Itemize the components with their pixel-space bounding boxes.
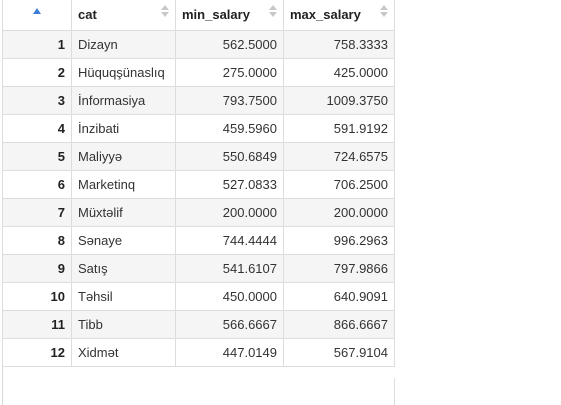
table-row: 6 Marketinq 527.0833 706.2500: [2, 169, 395, 199]
cell-max-salary: 1009.3750: [283, 85, 395, 115]
table-row: 10 Təhsil 450.0000 640.9091: [2, 281, 395, 311]
sort-ascending-icon[interactable]: [33, 8, 41, 14]
cell-min-salary: 275.0000: [175, 57, 284, 87]
row-number: 6: [2, 169, 72, 199]
cell-cat: İnzibati: [71, 113, 176, 143]
table-empty-area: [2, 378, 395, 405]
cell-cat: Təhsil: [71, 281, 176, 311]
cell-cat: Marketinq: [71, 169, 176, 199]
table-row: 1 Dizayn 562.5000 758.3333: [2, 29, 395, 59]
cell-min-salary: 541.6107: [175, 253, 284, 283]
table-row: 3 İnformasiya 793.7500 1009.3750: [2, 85, 395, 115]
cell-max-salary: 200.0000: [283, 197, 395, 227]
cell-cat: Müxtəlif: [71, 197, 176, 227]
cell-cat: İnformasiya: [71, 85, 176, 115]
cell-cat: Satış: [71, 253, 176, 283]
row-number: 3: [2, 85, 72, 115]
cell-cat: Maliyyə: [71, 141, 176, 171]
cell-cat: Tibb: [71, 309, 176, 339]
table-row: 9 Satış 541.6107 797.9866: [2, 253, 395, 283]
row-number: 11: [2, 309, 72, 339]
row-number: 7: [2, 197, 72, 227]
cell-max-salary: 758.3333: [283, 29, 395, 59]
row-number: 9: [2, 253, 72, 283]
cell-min-salary: 527.0833: [175, 169, 284, 199]
cell-min-salary: 566.6667: [175, 309, 284, 339]
sort-both-icon[interactable]: [161, 4, 169, 18]
column-header-min-salary[interactable]: min_salary: [175, 0, 284, 31]
table-row: 7 Müxtəlif 200.0000 200.0000: [2, 197, 395, 227]
row-number: 10: [2, 281, 72, 311]
cell-min-salary: 562.5000: [175, 29, 284, 59]
column-header-label: min_salary: [182, 7, 250, 23]
cell-min-salary: 200.0000: [175, 197, 284, 227]
row-number: 1: [2, 29, 72, 59]
column-header-label: max_salary: [290, 7, 361, 23]
row-number: 2: [2, 57, 72, 87]
cell-max-salary: 567.9104: [283, 337, 395, 367]
table-row: 5 Maliyyə 550.6849 724.6575: [2, 141, 395, 171]
sort-both-icon[interactable]: [269, 4, 277, 18]
cell-max-salary: 797.9866: [283, 253, 395, 283]
column-header-rownames[interactable]: [2, 0, 72, 31]
table-row: 4 İnzibati 459.5960 591.9192: [2, 113, 395, 143]
row-number: 5: [2, 141, 72, 171]
column-header-label: cat: [78, 7, 97, 23]
cell-cat: Sənaye: [71, 225, 176, 255]
cell-min-salary: 744.4444: [175, 225, 284, 255]
cell-min-salary: 450.0000: [175, 281, 284, 311]
table-row: 2 Hüquqşünaslıq 275.0000 425.0000: [2, 57, 395, 87]
cell-cat: Xidmət: [71, 337, 176, 367]
table-row: 12 Xidmət 447.0149 567.9104: [2, 337, 395, 367]
cell-cat: Dizayn: [71, 29, 176, 59]
cell-max-salary: 706.2500: [283, 169, 395, 199]
cell-min-salary: 793.7500: [175, 85, 284, 115]
cell-max-salary: 996.2963: [283, 225, 395, 255]
header-row: cat min_salary max_salary: [2, 0, 395, 31]
cell-max-salary: 866.6667: [283, 309, 395, 339]
cell-min-salary: 459.5960: [175, 113, 284, 143]
table-row: 11 Tibb 566.6667 866.6667: [2, 309, 395, 339]
table-row: 8 Sənaye 744.4444 996.2963: [2, 225, 395, 255]
row-number: 8: [2, 225, 72, 255]
row-number: 12: [2, 337, 72, 367]
data-table: cat min_salary max_salary: [2, 0, 395, 367]
column-header-cat[interactable]: cat: [71, 0, 176, 31]
cell-max-salary: 425.0000: [283, 57, 395, 87]
column-header-max-salary[interactable]: max_salary: [283, 0, 395, 31]
row-number: 4: [2, 113, 72, 143]
cell-max-salary: 724.6575: [283, 141, 395, 171]
sort-both-icon[interactable]: [380, 4, 388, 18]
cell-max-salary: 591.9192: [283, 113, 395, 143]
cell-max-salary: 640.9091: [283, 281, 395, 311]
cell-min-salary: 447.0149: [175, 337, 284, 367]
cell-cat: Hüquqşünaslıq: [71, 57, 176, 87]
cell-min-salary: 550.6849: [175, 141, 284, 171]
